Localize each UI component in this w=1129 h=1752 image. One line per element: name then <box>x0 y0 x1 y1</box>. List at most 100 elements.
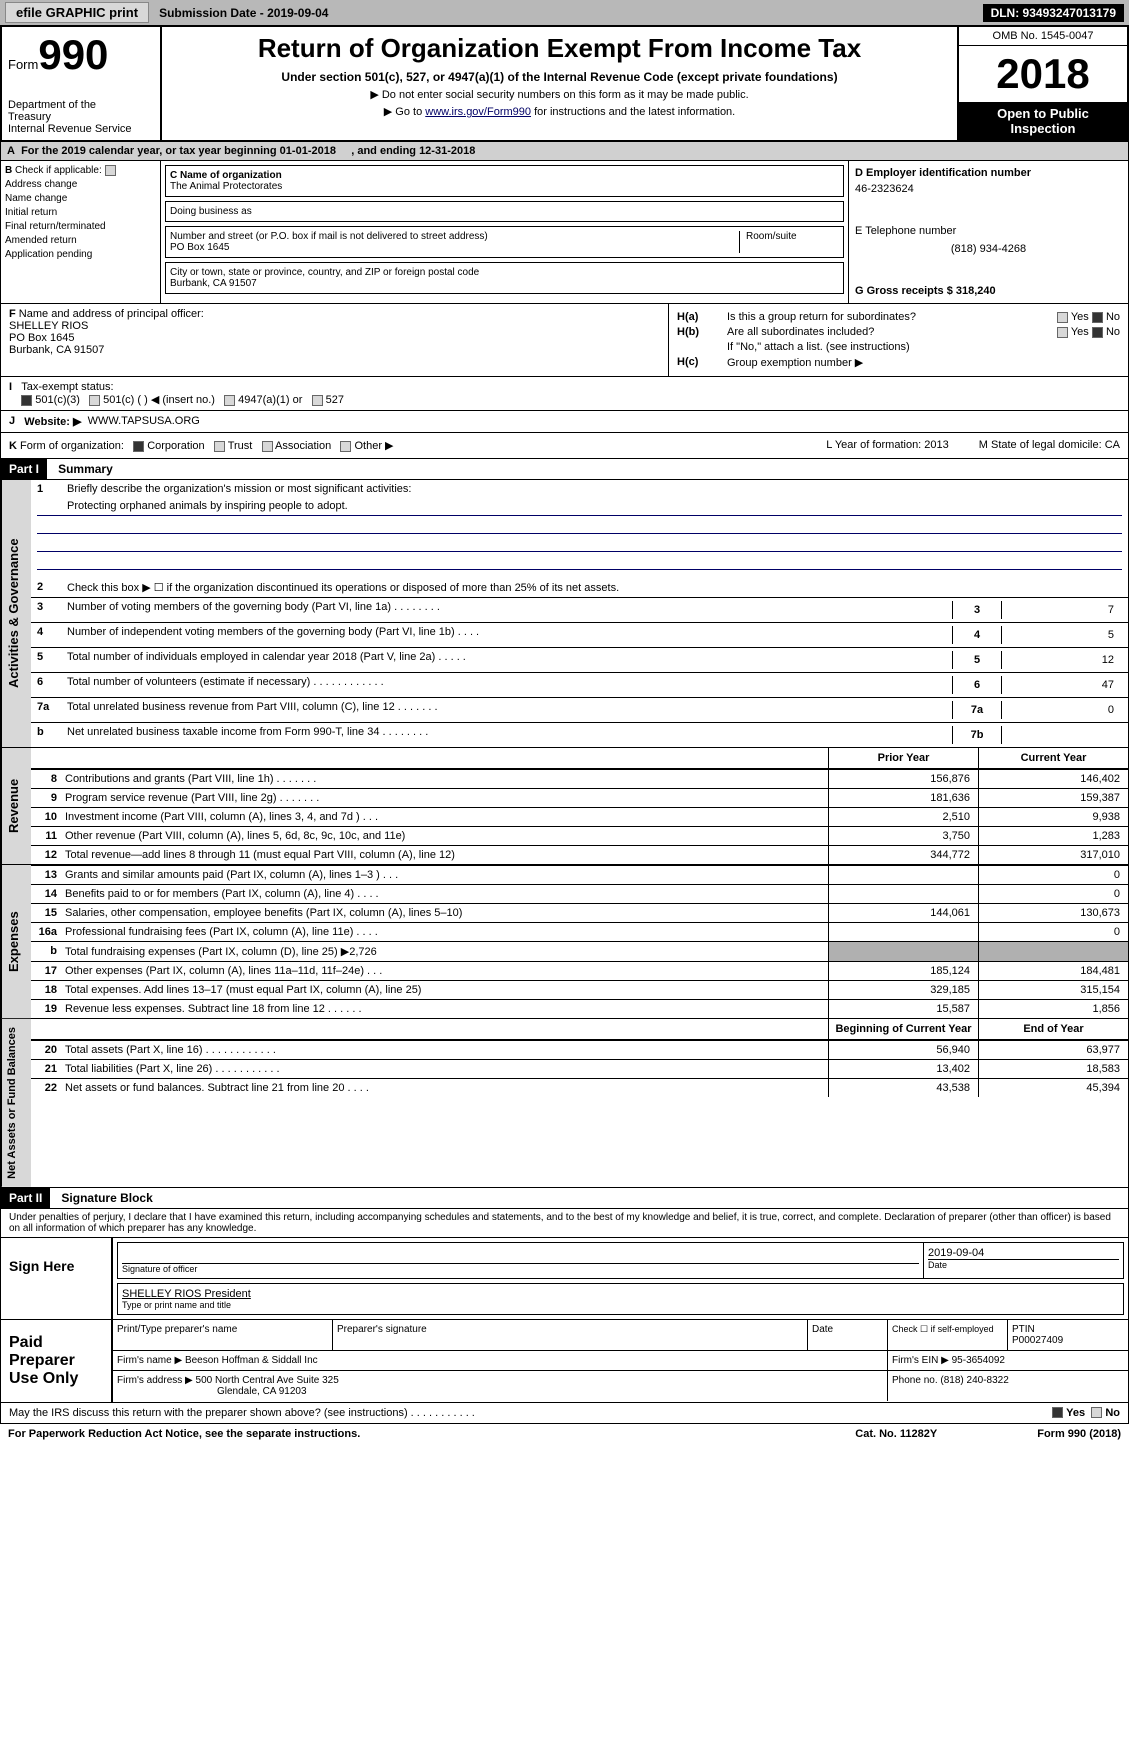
exp-prior <box>828 885 978 903</box>
hc-text: Group exemption number ▶ <box>727 356 863 369</box>
row-a-calendar: A For the 2019 calendar year, or tax yea… <box>0 142 1129 161</box>
form-number: 990 <box>38 31 108 78</box>
rev-current: 159,387 <box>978 789 1128 807</box>
gov-line-box: 7a <box>952 701 1002 719</box>
exp-prior <box>828 942 978 961</box>
ha-no-check[interactable] <box>1092 312 1103 323</box>
ssn-note: ▶ Do not enter social security numbers o… <box>168 88 951 101</box>
rev-current: 317,010 <box>978 846 1128 864</box>
gov-line-text: Number of voting members of the governin… <box>67 601 952 619</box>
rev-text: Total revenue—add lines 8 through 11 (mu… <box>61 846 828 864</box>
gov-line-box: 5 <box>952 651 1002 669</box>
asset-end: 18,583 <box>978 1060 1128 1078</box>
assoc-check[interactable] <box>262 441 273 452</box>
ha-text: Is this a group return for subordinates? <box>727 311 916 323</box>
prep-sig-label: Preparer's signature <box>333 1320 808 1350</box>
vert-governance: Activities & Governance <box>1 480 31 747</box>
firm-phone: (818) 240-8322 <box>940 1375 1008 1386</box>
check-self: Check ☐ if self-employed <box>888 1320 1008 1350</box>
form-prefix: Form <box>8 57 38 72</box>
form-footer: Form 990 (2018) <box>1037 1428 1121 1440</box>
paperwork-notice: For Paperwork Reduction Act Notice, see … <box>8 1428 360 1440</box>
rev-prior: 3,750 <box>828 827 978 845</box>
gov-line-val: 12 <box>1002 651 1122 669</box>
527-check[interactable] <box>312 395 323 406</box>
tax-year: 2018 <box>959 46 1127 102</box>
website-url: WWW.TAPSUSA.ORG <box>88 415 200 428</box>
exp-current: 1,856 <box>978 1000 1128 1018</box>
gov-line-box: 7b <box>952 726 1002 744</box>
check-amended: Amended return <box>5 235 156 246</box>
gov-line-val <box>1002 726 1122 744</box>
discuss-text: May the IRS discuss this return with the… <box>9 1407 475 1419</box>
part1-title: Summary <box>50 459 121 479</box>
part1-header: Part I <box>1 459 47 479</box>
exp-current <box>978 942 1128 961</box>
row-i: I Tax-exempt status: 501(c)(3) 501(c) ( … <box>1 377 668 410</box>
irs-link[interactable]: www.irs.gov/Form990 <box>425 106 531 118</box>
exp-text: Grants and similar amounts paid (Part IX… <box>61 866 828 884</box>
discuss-yes[interactable] <box>1052 1407 1063 1418</box>
asset-begin: 13,402 <box>828 1060 978 1078</box>
hb-no-check[interactable] <box>1092 327 1103 338</box>
gov-line-val: 47 <box>1002 676 1122 694</box>
gov-line-box: 3 <box>952 601 1002 619</box>
rev-text: Investment income (Part VIII, column (A)… <box>61 808 828 826</box>
501c3-check[interactable] <box>21 395 32 406</box>
check-pending: Application pending <box>5 249 156 260</box>
4947-check[interactable] <box>224 395 235 406</box>
501c-check[interactable] <box>89 395 100 406</box>
prep-date-label: Date <box>808 1320 888 1350</box>
exp-prior: 144,061 <box>828 904 978 922</box>
asset-end: 45,394 <box>978 1079 1128 1097</box>
ein-value: 46-2323624 <box>855 183 1122 195</box>
hb-text: Are all subordinates included? <box>727 326 874 338</box>
discuss-no[interactable] <box>1091 1407 1102 1418</box>
asset-text: Total liabilities (Part X, line 26) . . … <box>61 1060 828 1078</box>
rev-prior: 2,510 <box>828 808 978 826</box>
form-title: Return of Organization Exempt From Incom… <box>168 33 951 64</box>
firm-ein: 95-3654092 <box>952 1355 1005 1366</box>
rev-text: Other revenue (Part VIII, column (A), li… <box>61 827 828 845</box>
trust-check[interactable] <box>214 441 225 452</box>
goto-note: ▶ Go to www.irs.gov/Form990 for instruct… <box>168 105 951 118</box>
exp-text: Other expenses (Part IX, column (A), lin… <box>61 962 828 980</box>
exp-current: 0 <box>978 885 1128 903</box>
check-applicable[interactable] <box>105 165 116 176</box>
gov-line-text: Total unrelated business revenue from Pa… <box>67 701 952 719</box>
vert-revenue: Revenue <box>1 748 31 864</box>
col-current: Current Year <box>978 748 1128 768</box>
gov-line-val: 7 <box>1002 601 1122 619</box>
mission-text: Protecting orphaned animals by inspiring… <box>37 500 1122 516</box>
corp-check[interactable] <box>133 441 144 452</box>
part2-header: Part II <box>1 1188 50 1208</box>
exp-text: Professional fundraising fees (Part IX, … <box>61 923 828 941</box>
line1-text: Briefly describe the organization's miss… <box>67 483 1122 495</box>
hc-label: H(c) <box>677 356 727 369</box>
asset-text: Net assets or fund balances. Subtract li… <box>61 1079 828 1097</box>
ha-label: H(a) <box>677 311 727 323</box>
asset-text: Total assets (Part X, line 16) . . . . .… <box>61 1041 828 1059</box>
phone-value: (818) 934-4268 <box>855 243 1122 255</box>
hb-yes-check[interactable] <box>1057 327 1068 338</box>
city-box: City or town, state or province, country… <box>165 262 844 294</box>
rev-prior: 156,876 <box>828 770 978 788</box>
dln-number: DLN: 93493247013179 <box>983 4 1124 22</box>
other-check[interactable] <box>340 441 351 452</box>
prep-name-label: Print/Type preparer's name <box>113 1320 333 1350</box>
gov-line-box: 6 <box>952 676 1002 694</box>
ha-yes-check[interactable] <box>1057 312 1068 323</box>
ptin-label: PTIN <box>1012 1324 1035 1335</box>
penalties-text: Under penalties of perjury, I declare th… <box>0 1209 1129 1238</box>
check-initial: Initial return <box>5 207 156 218</box>
col-end: End of Year <box>978 1019 1128 1039</box>
asset-end: 63,977 <box>978 1041 1128 1059</box>
rev-current: 146,402 <box>978 770 1128 788</box>
rev-current: 9,938 <box>978 808 1128 826</box>
form-id-box: Form990 Department of the Treasury Inter… <box>2 27 162 140</box>
cat-number: Cat. No. 11282Y <box>855 1428 937 1440</box>
exp-current: 130,673 <box>978 904 1128 922</box>
efile-button[interactable]: efile GRAPHIC print <box>5 2 149 23</box>
exp-text: Revenue less expenses. Subtract line 18 … <box>61 1000 828 1018</box>
asset-begin: 43,538 <box>828 1079 978 1097</box>
